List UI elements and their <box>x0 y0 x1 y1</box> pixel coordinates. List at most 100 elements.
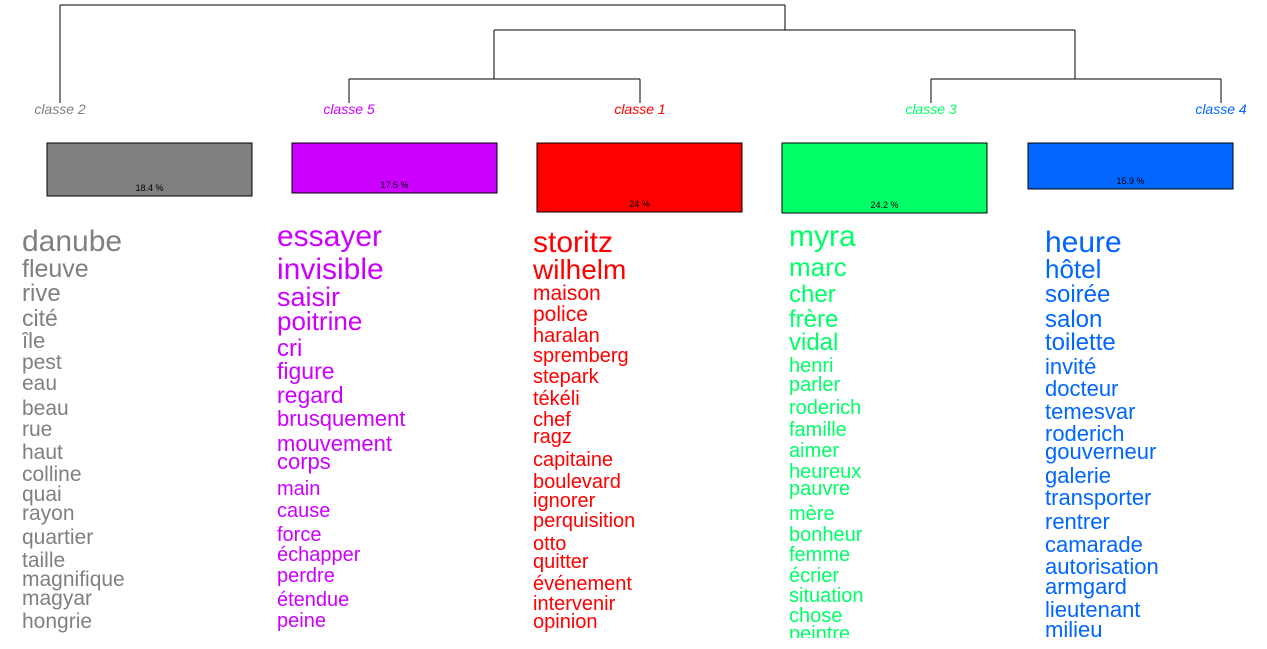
word-classe-4-7: temesvar <box>1045 399 1136 425</box>
word-classe-1-17: intervenir <box>533 593 616 615</box>
word-classe-2-11: quai <box>22 483 62 507</box>
word-classe-1-12: ignorer <box>533 490 596 512</box>
word-classe-2-10: colline <box>22 463 82 487</box>
word-classe-2-3: cité <box>22 304 58 331</box>
word-classe-3-2: cher <box>789 280 836 308</box>
class-bar-classe-2 <box>46 142 253 197</box>
word-classe-2-2: rive <box>22 279 61 307</box>
word-column-classe-3: myra marc cher frère vidal henri parler roderic… <box>789 0 1034 639</box>
word-classe-1-6: stepark <box>533 366 599 388</box>
class-percent-classe-1: 24 % <box>629 199 650 209</box>
word-classe-5-11: cause <box>277 500 331 522</box>
class-percent-classe-3: 24.2 % <box>870 200 898 210</box>
word-classe-5-1: invisible <box>277 253 384 286</box>
word-classe-1-11: boulevard <box>533 471 621 493</box>
word-classe-1-14: otto <box>533 533 567 555</box>
word-classe-4-6: docteur <box>1045 376 1119 402</box>
word-classe-1-1: wilhelm <box>533 253 627 285</box>
word-classe-2-15: magnifique <box>22 568 125 592</box>
word-classe-3-1: marc <box>789 252 847 283</box>
word-classe-5-3: poitrine <box>277 306 363 337</box>
word-classe-5-0: essayer <box>277 220 383 253</box>
word-classe-4-10: galerie <box>1045 463 1112 489</box>
word-classe-4-0: heure <box>1045 226 1122 259</box>
class-percent-classe-2: 18.4 % <box>135 183 163 193</box>
word-classe-5-16: peine <box>277 610 326 632</box>
word-classe-4-3: salon <box>1045 305 1103 333</box>
word-classe-4-12: rentrer <box>1045 509 1110 535</box>
word-classe-4-5: invité <box>1045 354 1097 380</box>
word-classe-4-17: milieu <box>1045 617 1103 638</box>
word-classe-3-15: écrier <box>789 565 840 587</box>
word-classe-3-17: chose <box>789 605 843 627</box>
word-column-classe-4: heure hôtel soirée salon toilette invité docte… <box>1045 0 1267 639</box>
word-classe-1-10: capitaine <box>533 449 614 471</box>
class-label-classe-2: classe 2 <box>34 101 86 117</box>
word-classe-5-6: regard <box>277 381 344 408</box>
class-bar-classe-1 <box>536 142 743 213</box>
word-classe-5-8: mouvement <box>277 431 392 457</box>
word-classe-3-13: bonheur <box>789 524 863 546</box>
word-classe-3-0: myra <box>789 220 856 253</box>
class-percent-classe-5: 17.5 % <box>380 180 408 190</box>
word-column-classe-2: danube fleuve rive cité île pest eau beau rue hau… <box>22 0 267 638</box>
word-classe-1-0: storitz <box>533 226 614 259</box>
word-classe-1-18: opinion <box>533 611 598 633</box>
word-classe-5-2: saisir <box>277 282 341 313</box>
word-classe-2-1: fleuve <box>22 255 89 283</box>
word-classe-2-17: hongrie <box>22 610 93 634</box>
word-classe-2-5: pest <box>22 351 62 375</box>
word-classe-3-18: peintre <box>789 623 851 638</box>
word-classe-3-5: henri <box>789 355 834 377</box>
class-label-classe-4: classe 4 <box>1195 101 1247 117</box>
word-classe-1-15: quitter <box>533 551 589 573</box>
class-bar-classe-3 <box>781 142 988 214</box>
word-classe-3-7: roderich <box>789 397 862 419</box>
class-percent-classe-4: 15.9 % <box>1116 176 1144 186</box>
word-classe-3-12: mère <box>789 503 835 525</box>
word-classe-2-13: quartier <box>22 526 94 550</box>
word-classe-1-16: événement <box>533 573 632 595</box>
word-classe-5-12: force <box>277 524 322 546</box>
word-classe-5-5: figure <box>277 357 335 384</box>
word-classe-3-11: pauvre <box>789 478 851 500</box>
word-classe-5-9: corps <box>277 449 331 475</box>
word-classe-2-4: île <box>22 328 46 354</box>
word-classe-3-6: parler <box>789 374 841 396</box>
word-classe-2-16: magyar <box>22 587 93 611</box>
word-classe-5-15: étendue <box>277 589 350 611</box>
word-classe-3-16: situation <box>789 585 864 607</box>
word-classe-2-7: beau <box>22 397 69 421</box>
word-classe-5-14: perdre <box>277 565 335 587</box>
word-classe-2-9: haut <box>22 441 63 465</box>
word-column-classe-5: essayer invisible saisir poitrine cri figure r… <box>277 0 522 638</box>
word-classe-2-12: rayon <box>22 502 75 526</box>
word-classe-3-10: heureux <box>789 461 862 483</box>
word-classe-3-8: famille <box>789 419 847 441</box>
word-classe-4-9: gouverneur <box>1045 439 1157 465</box>
word-classe-1-13: perquisition <box>533 510 636 532</box>
word-classe-1-8: chef <box>533 409 571 431</box>
word-classe-4-2: soirée <box>1045 280 1111 308</box>
word-classe-2-14: taille <box>22 549 66 573</box>
word-classe-4-11: transporter <box>1045 485 1152 511</box>
word-classe-3-4: vidal <box>789 328 839 356</box>
class-label-classe-3: classe 3 <box>905 101 957 117</box>
word-classe-5-13: échapper <box>277 544 361 566</box>
word-column-classe-1: storitz wilhelm maison police haralan sprembe… <box>533 0 778 638</box>
word-classe-4-1: hôtel <box>1045 254 1102 285</box>
word-classe-4-15: armgard <box>1045 574 1127 600</box>
word-classe-5-4: cri <box>277 334 303 362</box>
word-classe-1-4: haralan <box>533 325 600 347</box>
class-bar-classe-4 <box>1027 142 1234 190</box>
word-classe-4-4: toilette <box>1045 328 1116 356</box>
word-classe-2-8: rue <box>22 418 53 442</box>
word-classe-2-0: danube <box>22 225 123 258</box>
word-classe-5-10: main <box>277 478 321 500</box>
word-classe-4-8: roderich <box>1045 421 1125 447</box>
word-classe-3-9: aimer <box>789 440 840 462</box>
word-classe-1-7: tékéli <box>533 388 580 410</box>
word-classe-1-3: police <box>533 303 588 327</box>
